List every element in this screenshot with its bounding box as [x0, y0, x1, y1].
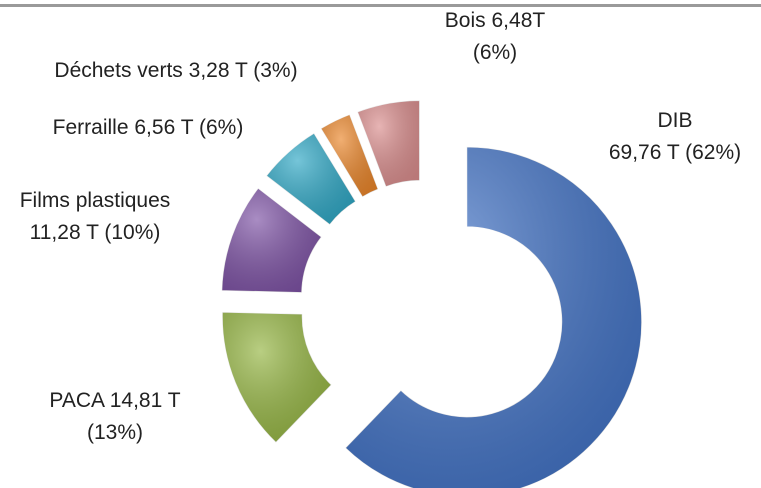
- data-label: PACA 14,81 T (13%): [20, 385, 210, 448]
- data-label: Bois 6,48T (6%): [420, 5, 570, 68]
- segment-shine: [221, 188, 322, 293]
- category-label: Bois: [444, 9, 486, 32]
- value-label: 11,28 T (10%): [29, 220, 161, 244]
- value-label: 3,28 T (3%): [188, 59, 298, 82]
- value-label: 6,48T (6%): [472, 9, 546, 64]
- data-label: Films plastiques 11,28 T (10%): [10, 185, 180, 248]
- category-label: Films plastiques: [19, 189, 171, 212]
- value-label: 69,76 T (62%): [608, 140, 742, 164]
- category-label: Déchets verts: [54, 59, 183, 82]
- category-label: DIB: [657, 109, 693, 132]
- data-label: DIB 69,76 T (62%): [590, 105, 760, 168]
- category-label: Ferraille: [52, 116, 129, 139]
- data-label: Déchets verts 3,28 T (3%): [6, 55, 346, 87]
- segment-shine: [357, 100, 420, 187]
- data-label: Ferraille 6,56 T (6%): [18, 112, 278, 144]
- value-label: 6,56 T (6%): [134, 116, 244, 139]
- category-label: PACA: [49, 389, 104, 412]
- segment-shine: [320, 114, 379, 197]
- segment-shine: [345, 146, 642, 488]
- top-rule: [0, 4, 761, 7]
- value-label: 14,81 T (13%): [86, 389, 181, 444]
- segment-shine: [266, 133, 356, 225]
- segment-shine: [222, 312, 332, 443]
